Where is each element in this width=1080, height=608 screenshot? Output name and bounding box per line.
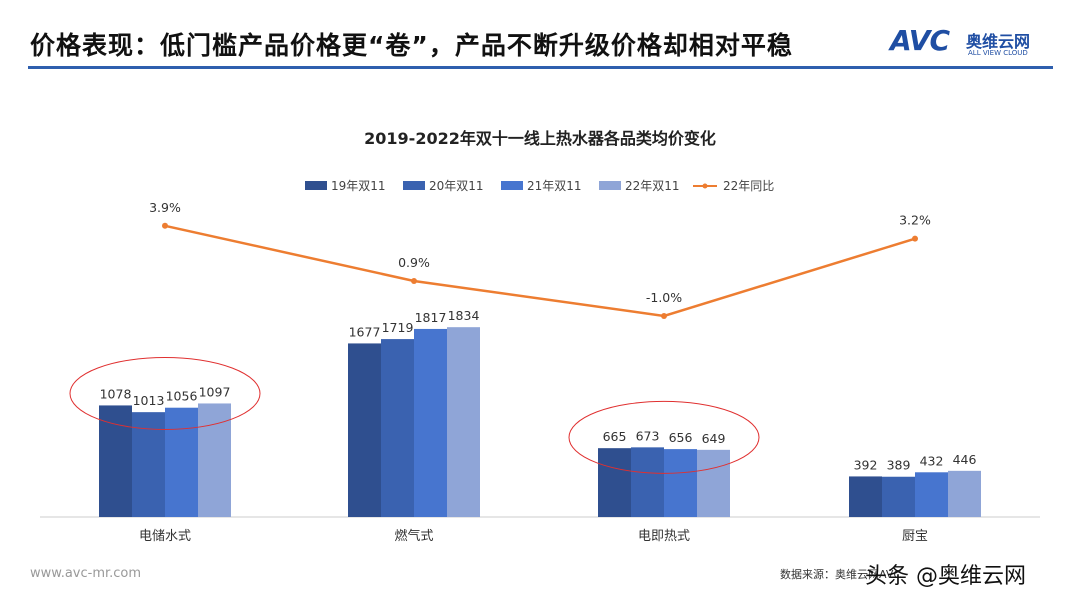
bar bbox=[849, 476, 882, 517]
legend-swatch bbox=[403, 181, 425, 190]
bar bbox=[915, 472, 948, 517]
yoy-point bbox=[661, 312, 667, 319]
logo-cn: 奥维云网 bbox=[966, 32, 1031, 51]
legend-swatch bbox=[501, 181, 523, 190]
bar-value-label: 446 bbox=[953, 452, 977, 467]
bar bbox=[348, 343, 381, 517]
category-label: 燃气式 bbox=[394, 528, 433, 544]
bar bbox=[198, 403, 231, 517]
legend-label: 21年双11 bbox=[527, 179, 582, 193]
legend-label: 19年双11 bbox=[331, 179, 386, 193]
legend-swatch bbox=[599, 181, 621, 190]
bar-value-label: 392 bbox=[854, 457, 878, 472]
bar bbox=[598, 448, 631, 517]
title-divider bbox=[28, 66, 1053, 69]
legend-label: 22年双11 bbox=[625, 179, 680, 193]
yoy-point bbox=[162, 222, 168, 229]
chart-title: 2019-2022年双十一线上热水器各品类均价变化 bbox=[364, 129, 716, 148]
avc-logo: AVC 奥维云网 ALL VIEW CLOUD bbox=[890, 24, 1030, 57]
website-text: www.avc-mr.com bbox=[30, 566, 142, 581]
yoy-line bbox=[164, 224, 916, 318]
highlight-ellipse bbox=[69, 356, 261, 430]
bar-value-label: 432 bbox=[920, 453, 944, 468]
bar-value-label: 1097 bbox=[199, 384, 231, 399]
highlight-ellipse bbox=[568, 400, 760, 474]
yoy-label: 3.9% bbox=[149, 200, 181, 215]
bar-value-label: 656 bbox=[669, 430, 693, 445]
bar-value-label: 389 bbox=[887, 458, 911, 473]
yoy-point bbox=[411, 278, 417, 284]
bar-value-label: 1056 bbox=[166, 389, 198, 404]
category-label: 厨宝 bbox=[902, 529, 928, 544]
bar bbox=[165, 407, 198, 517]
bar-value-label: 1013 bbox=[133, 393, 165, 408]
bar bbox=[882, 476, 915, 517]
bar bbox=[948, 470, 981, 517]
legend-marker bbox=[702, 183, 708, 189]
page-title: 价格表现：低门槛产品价格更“卷”，产品不断升级价格却相对平稳 bbox=[30, 31, 793, 60]
bar bbox=[99, 405, 132, 517]
category-label: 电即热式 bbox=[638, 529, 690, 544]
bar-value-label: 1719 bbox=[382, 320, 414, 335]
legend-swatch bbox=[305, 181, 327, 190]
bar-value-label: 1078 bbox=[100, 386, 132, 401]
data-source: 数据来源：奥维云网AVC bbox=[780, 568, 902, 581]
bar bbox=[414, 328, 447, 517]
bar bbox=[381, 339, 414, 517]
yoy-point bbox=[912, 235, 918, 242]
bar-value-label: 649 bbox=[702, 431, 726, 446]
bar-value-label: 665 bbox=[603, 429, 627, 444]
bar-value-label: 1677 bbox=[349, 324, 381, 339]
bar bbox=[664, 449, 697, 517]
yoy-label: -1.0% bbox=[646, 290, 682, 305]
bar-value-label: 673 bbox=[636, 428, 660, 443]
logo-en: ALL VIEW CLOUD bbox=[968, 49, 1028, 57]
bar bbox=[631, 447, 664, 517]
bar bbox=[447, 327, 480, 517]
yoy-label: 3.2% bbox=[899, 213, 931, 228]
bar bbox=[697, 449, 730, 517]
legend-label: 20年双11 bbox=[429, 179, 484, 193]
bar-value-label: 1834 bbox=[448, 308, 480, 323]
logo-text: AVC bbox=[890, 24, 950, 57]
legend-label: 22年同比 bbox=[723, 179, 774, 193]
bar-value-label: 1817 bbox=[415, 310, 447, 325]
yoy-label: 0.9% bbox=[398, 255, 430, 270]
category-label: 电储水式 bbox=[139, 529, 191, 544]
toutiao-watermark: 头条 @奥维云网 bbox=[865, 564, 1026, 589]
